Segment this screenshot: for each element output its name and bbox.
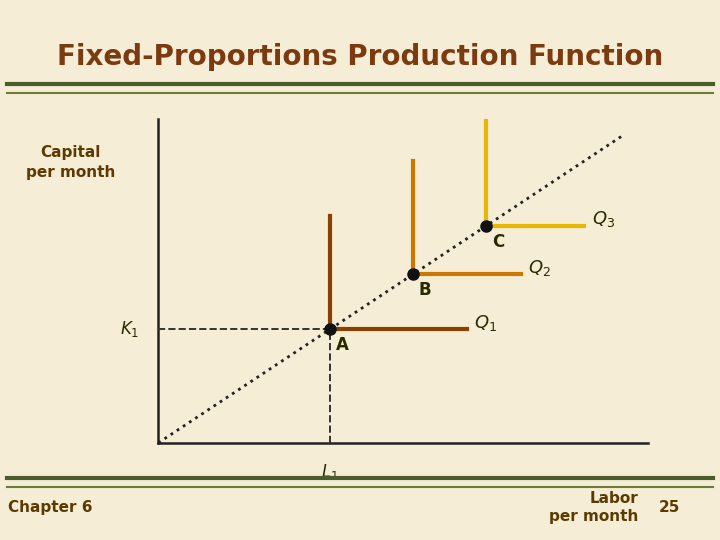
Text: Labor
per month: Labor per month — [549, 491, 638, 524]
Text: Chapter 6: Chapter 6 — [8, 500, 93, 515]
Text: 25: 25 — [659, 500, 680, 515]
Text: $Q_3$: $Q_3$ — [592, 209, 615, 229]
Text: B: B — [419, 281, 431, 299]
Text: $K_1$: $K_1$ — [120, 319, 139, 340]
Text: C: C — [492, 233, 505, 251]
Text: $Q_2$: $Q_2$ — [528, 258, 551, 278]
Text: $L_1$: $L_1$ — [321, 462, 338, 482]
Text: Fixed-Proportions Production Function: Fixed-Proportions Production Function — [57, 43, 663, 71]
Text: $Q_1$: $Q_1$ — [474, 313, 498, 333]
Text: A: A — [336, 336, 348, 354]
Text: Capital
per month: Capital per month — [26, 145, 115, 179]
